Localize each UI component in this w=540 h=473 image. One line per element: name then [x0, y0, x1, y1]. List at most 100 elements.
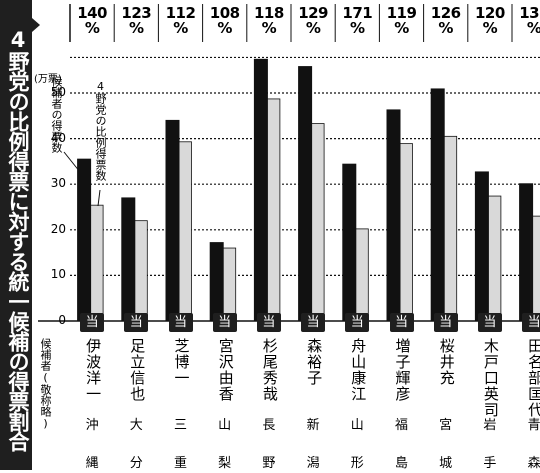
percentage-label: 131%	[512, 6, 540, 36]
percentage-value: 119	[386, 4, 417, 22]
candidate-name: 伊波洋一	[84, 338, 103, 402]
legend-pointer-candidate	[63, 151, 81, 173]
percentage-sign: %	[84, 19, 100, 37]
candidate-name: 木戸口英司	[481, 338, 500, 418]
candidate-bar	[77, 158, 92, 321]
percentage-label: 140%	[70, 6, 114, 36]
prefecture-label: 山	[218, 418, 232, 433]
elected-badge: 当	[301, 313, 326, 332]
legend-candidate-label: 候補者の得票数	[50, 76, 63, 153]
percentage-sign: %	[129, 19, 144, 37]
prefecture-label: 山	[350, 418, 364, 433]
y-unit-label: (万票)	[34, 74, 62, 85]
opposition-bar	[88, 204, 104, 322]
prefecture-label: 青	[527, 418, 540, 433]
prefecture-label: 梨	[218, 456, 232, 471]
percentage-sign: %	[438, 19, 453, 37]
prefecture-label: 岩	[483, 418, 497, 433]
elected-badge: 当	[168, 313, 193, 332]
candidate-bar	[430, 88, 445, 321]
percentage-label: 112%	[159, 6, 203, 36]
percentage-value: 108	[209, 4, 240, 22]
candidate-name: 舟山康江	[349, 338, 368, 402]
percentage-value: 120	[474, 4, 505, 22]
candidate-bar	[121, 197, 136, 321]
candidate-bar	[519, 183, 534, 321]
candidate-bar	[253, 58, 268, 322]
percentage-label: 129%	[291, 6, 335, 36]
prefecture-label: 沖	[85, 418, 99, 433]
percentage-sign: %	[305, 19, 321, 37]
opposition-bar	[221, 247, 237, 322]
prefecture-label: 縄	[85, 456, 99, 471]
elected-badge: 当	[124, 313, 149, 332]
percentage-value: 126	[430, 4, 461, 22]
percentage-label: 171%	[335, 6, 379, 36]
candidate-name: 田名部匡代	[526, 338, 540, 418]
candidate-name: 芝博一	[172, 338, 191, 386]
percentage-value: 140	[77, 4, 107, 22]
title-arrow	[32, 18, 40, 32]
opposition-bar	[265, 98, 281, 322]
y-tick-label: 20	[50, 221, 66, 236]
percentage-label: 123%	[114, 6, 158, 36]
opposition-bar	[177, 141, 192, 322]
percentage-sign: %	[482, 19, 498, 37]
percentage-sign: %	[394, 19, 409, 37]
percentage-sign: %	[261, 19, 277, 37]
elected-badge: 当	[345, 313, 370, 332]
legend-opposition-label: 4野党の比例得票数	[94, 80, 107, 181]
y-tick-label: 40	[50, 130, 66, 145]
prefecture-label: 宮	[439, 418, 453, 433]
candidate-name: 宮沢由香	[216, 338, 235, 402]
opposition-bar	[309, 123, 325, 322]
percentage-label: 120%	[468, 6, 512, 36]
y-tick-label: 50	[50, 85, 66, 99]
candidate-bar	[209, 242, 224, 321]
candidate-name: 森裕子	[305, 338, 324, 386]
candidate-bar	[165, 119, 180, 322]
title-band	[0, 0, 32, 470]
y-tick-label: 0	[58, 313, 66, 327]
elected-badge: 当	[212, 313, 237, 332]
prefecture-label: 形	[350, 456, 364, 471]
percentage-sign: %	[350, 19, 365, 37]
percentage-value: 129	[298, 4, 328, 22]
opposition-bar	[132, 220, 148, 322]
prefecture-label: 重	[173, 456, 187, 471]
prefecture-label: 分	[129, 456, 143, 471]
percentage-value: 131	[519, 4, 540, 22]
prefecture-label: 福	[394, 418, 408, 433]
percentage-sign: %	[173, 19, 188, 37]
percentage-sign: %	[526, 19, 540, 37]
percentage-label: 119%	[380, 6, 424, 36]
prefecture-label: 手	[483, 456, 497, 471]
y-tick-label: 30	[50, 176, 66, 191]
candidate-bar	[342, 163, 357, 321]
opposition-bar	[398, 143, 413, 322]
candidate-bar	[298, 66, 313, 321]
percentage-label: 108%	[203, 6, 247, 36]
opposition-bar	[442, 135, 458, 322]
y-tick-label: 10	[50, 267, 66, 282]
elected-badge: 当	[433, 313, 458, 332]
elected-badge: 当	[80, 313, 105, 332]
candidate-name: 桜井充	[437, 338, 456, 386]
elected-badge: 当	[389, 313, 414, 332]
candidate-name: 足立信也	[128, 338, 147, 402]
percentage-label: 118%	[247, 6, 291, 36]
percentage-sign: %	[217, 19, 232, 37]
candidate-name: 杉尾秀哉	[260, 338, 279, 402]
elected-badge: 当	[256, 313, 281, 332]
percentage-label: 126%	[424, 6, 468, 36]
opposition-bar	[353, 228, 369, 322]
legend-pointer-opposition	[97, 189, 101, 207]
prefecture-label: 森	[527, 456, 540, 471]
candidate-bar	[474, 171, 489, 321]
prefecture-label: 潟	[306, 456, 320, 471]
prefecture-label: 城	[439, 456, 453, 471]
percentage-value: 112	[165, 4, 196, 22]
percentage-value: 123	[121, 4, 152, 22]
candidate-bar	[386, 109, 401, 321]
